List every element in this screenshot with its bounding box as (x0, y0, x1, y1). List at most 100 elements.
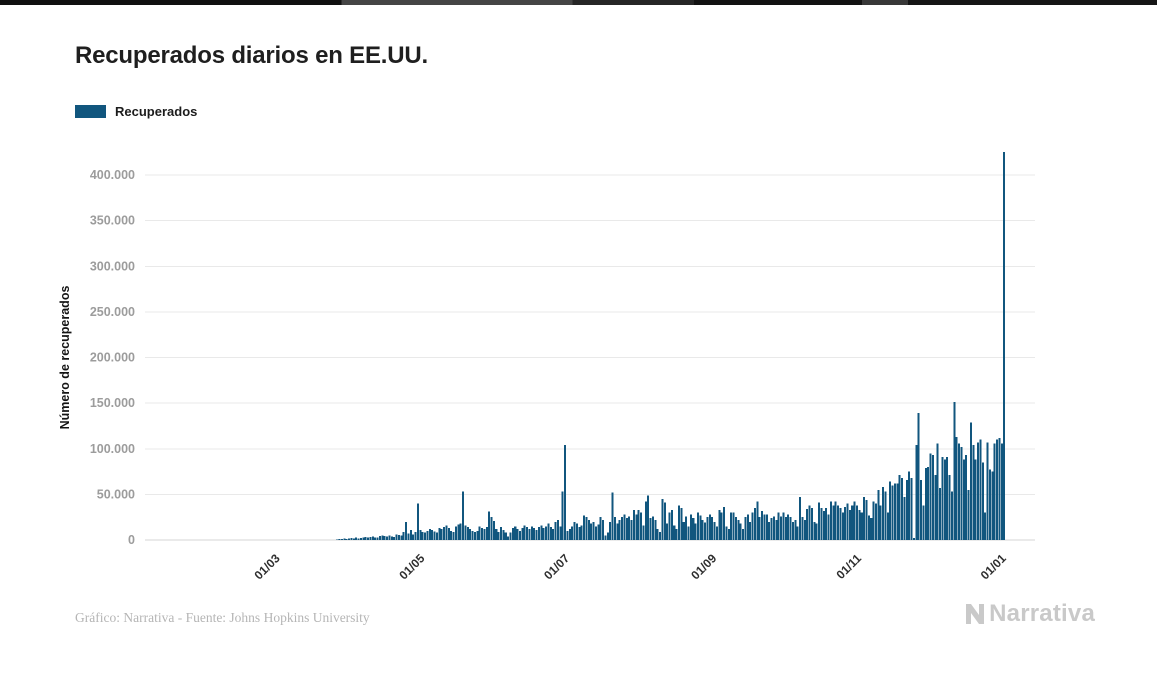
bar (929, 453, 932, 540)
bar (910, 477, 913, 540)
bar (701, 519, 704, 540)
bar (490, 517, 493, 540)
bar (844, 507, 847, 540)
bar (927, 467, 930, 540)
bar (433, 531, 436, 540)
bar (495, 529, 498, 540)
bar (891, 485, 894, 540)
bar (606, 532, 609, 540)
bar (390, 536, 393, 540)
bar (939, 487, 942, 540)
bar (568, 529, 571, 540)
bar (514, 526, 517, 540)
bar (476, 530, 479, 541)
bar (454, 526, 457, 540)
bar (775, 519, 778, 540)
bar (680, 508, 683, 540)
bar (542, 528, 545, 540)
bar (473, 531, 476, 540)
bar (445, 525, 448, 540)
bar (794, 519, 797, 540)
bar (941, 456, 944, 540)
legend-item-recuperados[interactable]: Recuperados (75, 104, 197, 119)
bar (540, 525, 543, 540)
bar (770, 518, 773, 540)
bar (642, 525, 645, 540)
bar (590, 523, 593, 540)
bar (407, 533, 410, 540)
bar (397, 534, 400, 540)
bar (677, 505, 681, 540)
bar (787, 514, 790, 540)
y-tick-label: 150.000 (90, 396, 135, 410)
bar (395, 534, 398, 540)
bar (837, 505, 840, 540)
bar (889, 481, 892, 540)
bar (912, 538, 915, 540)
bar (511, 528, 514, 540)
x-tick-label: 01/09 (688, 551, 719, 582)
x-tick-label: 01/01 (978, 551, 1009, 582)
bar (675, 529, 678, 540)
bar (742, 529, 745, 540)
bar (416, 503, 419, 540)
bar (611, 492, 614, 540)
bar (571, 526, 574, 540)
x-tick-label: 01/11 (833, 551, 864, 582)
bar (737, 519, 740, 540)
bar (462, 491, 465, 540)
x-tick-label: 01/03 (252, 551, 283, 582)
bar (730, 512, 733, 541)
bar (1003, 152, 1006, 540)
bar (488, 511, 491, 540)
bar (386, 536, 389, 540)
bar (960, 446, 963, 541)
bar (438, 528, 441, 540)
bar (469, 529, 472, 540)
bar (780, 516, 783, 540)
bar (858, 509, 861, 540)
bar (696, 512, 699, 541)
bar (972, 445, 975, 540)
bar (564, 445, 567, 540)
bar (713, 521, 716, 540)
bar (663, 502, 666, 540)
bar (796, 526, 799, 540)
bar (545, 526, 548, 540)
bar (791, 521, 794, 540)
bar (359, 537, 362, 540)
bar (556, 519, 559, 540)
bar (616, 523, 619, 540)
bar (549, 527, 552, 541)
bar (915, 445, 918, 540)
bar (640, 512, 643, 541)
bar (644, 501, 647, 541)
bar (953, 402, 956, 540)
bar (860, 512, 863, 541)
bar (459, 523, 462, 540)
bar (502, 529, 505, 540)
bar (694, 523, 697, 540)
bar (670, 509, 673, 540)
bar (412, 534, 415, 540)
bar (708, 514, 711, 540)
bar (635, 514, 638, 540)
bar (613, 517, 616, 540)
bar (996, 439, 999, 541)
bar (343, 538, 346, 540)
bar (908, 471, 911, 540)
bar (977, 442, 980, 540)
bar (673, 525, 676, 540)
x-tick-label: 01/07 (541, 551, 572, 582)
bar (561, 491, 564, 540)
bar (851, 505, 854, 540)
bar (896, 483, 899, 541)
bar (751, 512, 754, 541)
bar (749, 521, 752, 540)
bar (725, 526, 728, 540)
bar (924, 467, 927, 540)
bar (621, 517, 624, 540)
bar (419, 529, 422, 540)
bar (516, 529, 519, 540)
bar (602, 519, 605, 540)
